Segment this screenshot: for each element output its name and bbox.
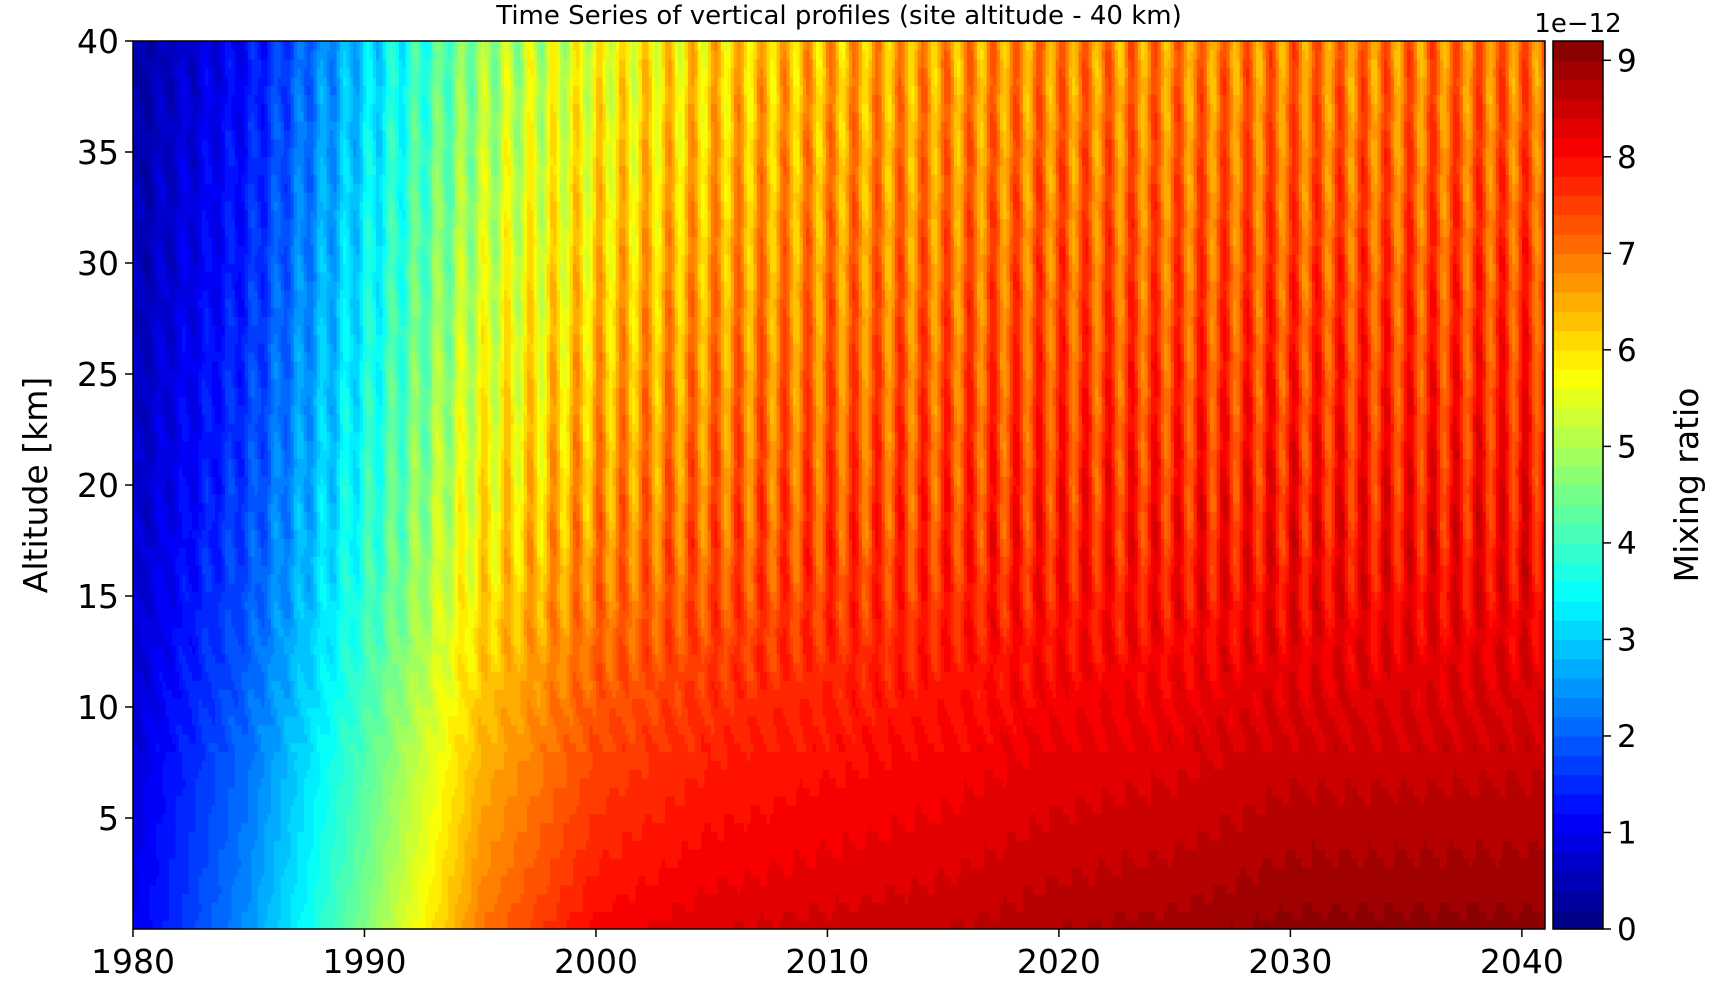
chart-title: Time Series of vertical profiles (site a… [495,1,1181,31]
heatmap [133,41,1546,930]
